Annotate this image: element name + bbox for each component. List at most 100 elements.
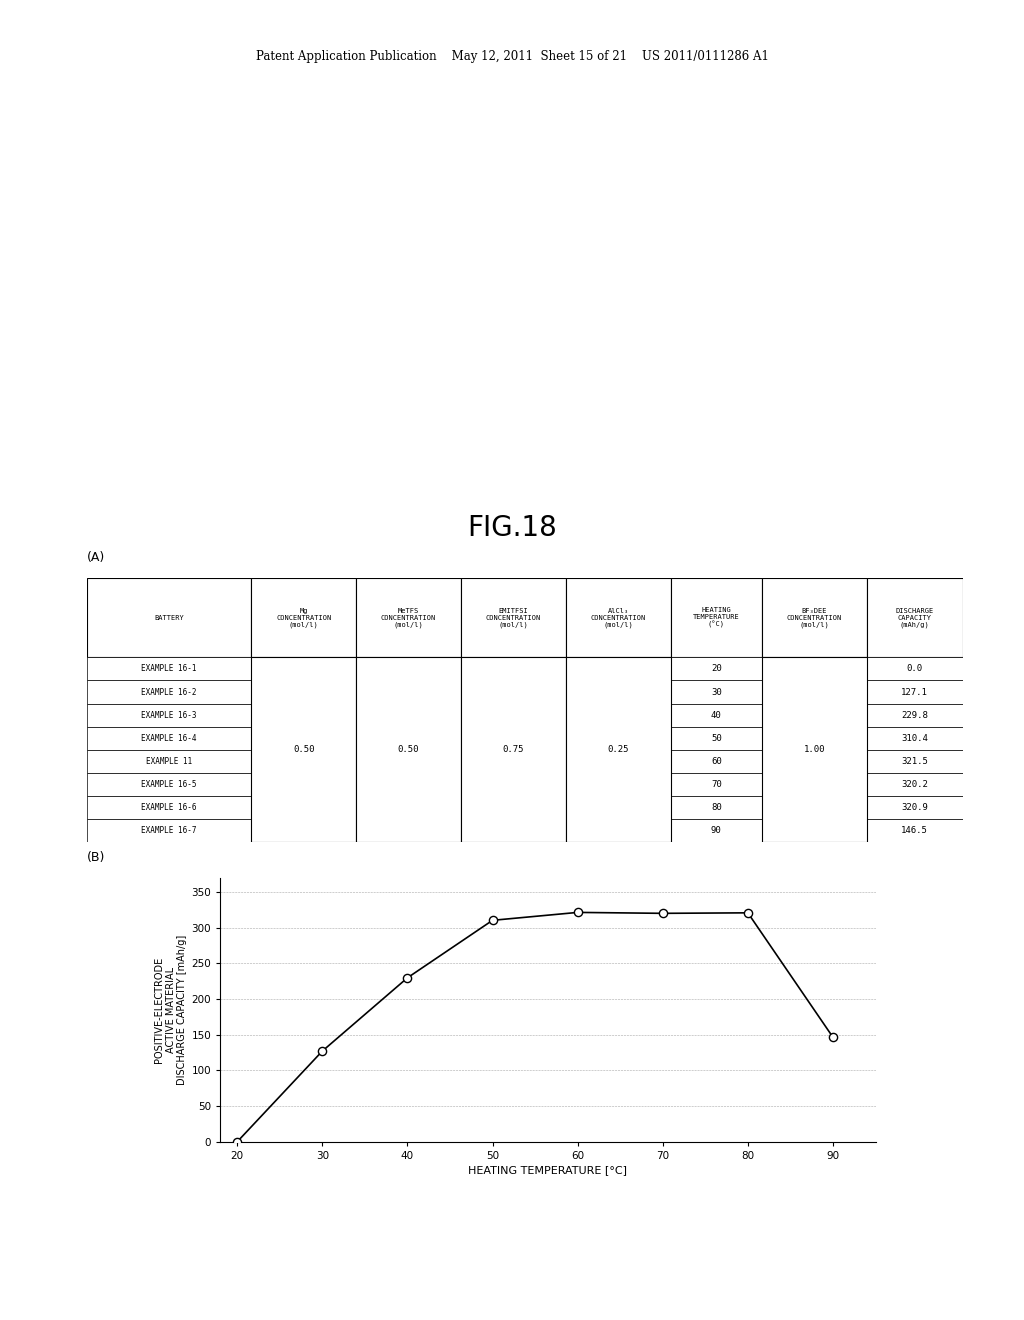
Point	[314, 1040, 331, 1061]
Text: 0.50: 0.50	[397, 746, 419, 754]
Bar	[866, 726, 963, 750]
Bar	[461, 750, 566, 774]
Bar	[251, 774, 356, 796]
Text: 320.9: 320.9	[901, 803, 928, 812]
Bar	[356, 796, 461, 818]
Text: EXAMPLE 16-6: EXAMPLE 16-6	[141, 803, 197, 812]
Text: 90: 90	[711, 826, 722, 836]
Text: Mg
CONCENTRATION
(mol/l): Mg CONCENTRATION (mol/l)	[276, 607, 332, 628]
Bar	[762, 726, 866, 750]
Text: 60: 60	[711, 756, 722, 766]
Bar	[566, 578, 671, 657]
Text: 0.75: 0.75	[503, 746, 524, 754]
Bar	[87, 578, 251, 657]
Bar	[671, 578, 762, 657]
Bar	[461, 704, 566, 726]
Bar	[566, 657, 671, 842]
Text: HEATING
TEMPERATURE
(°C): HEATING TEMPERATURE (°C)	[693, 607, 739, 628]
Text: 310.4: 310.4	[901, 734, 928, 743]
Bar	[671, 657, 762, 681]
Bar	[461, 681, 566, 704]
Bar	[866, 657, 963, 681]
Bar	[566, 704, 671, 726]
Bar	[566, 796, 671, 818]
Text: (A): (A)	[87, 550, 105, 564]
Text: AlCl₃
CONCENTRATION
(mol/l): AlCl₃ CONCENTRATION (mol/l)	[591, 607, 646, 628]
Text: 40: 40	[711, 710, 722, 719]
Point	[824, 1027, 841, 1048]
Bar	[762, 578, 866, 657]
Point	[654, 903, 671, 924]
Bar	[762, 704, 866, 726]
Bar	[671, 774, 762, 796]
Bar	[356, 657, 461, 842]
Bar	[87, 796, 251, 818]
Bar	[251, 726, 356, 750]
Text: 50: 50	[711, 734, 722, 743]
Bar	[356, 750, 461, 774]
Text: 0.50: 0.50	[293, 746, 314, 754]
X-axis label: HEATING TEMPERATURE [°C]: HEATING TEMPERATURE [°C]	[468, 1166, 628, 1175]
Text: EXAMPLE 11: EXAMPLE 11	[146, 756, 193, 766]
Text: 146.5: 146.5	[901, 826, 928, 836]
Bar	[762, 681, 866, 704]
Bar	[461, 578, 566, 657]
Bar	[762, 796, 866, 818]
Text: EXAMPLE 16-1: EXAMPLE 16-1	[141, 664, 197, 673]
Text: EMITFSI
CONCENTRATION
(mol/l): EMITFSI CONCENTRATION (mol/l)	[485, 607, 541, 628]
Bar	[356, 726, 461, 750]
Bar	[461, 657, 566, 842]
Bar	[566, 818, 671, 842]
Bar	[866, 818, 963, 842]
Bar	[566, 726, 671, 750]
Text: BATTERY: BATTERY	[155, 615, 184, 620]
Text: Patent Application Publication    May 12, 2011  Sheet 15 of 21    US 2011/011128: Patent Application Publication May 12, 2…	[256, 50, 768, 63]
Bar	[251, 657, 356, 842]
Bar	[762, 750, 866, 774]
Bar	[87, 704, 251, 726]
Bar	[251, 657, 356, 681]
Text: 30: 30	[711, 688, 722, 697]
Bar	[87, 726, 251, 750]
Bar	[461, 796, 566, 818]
Bar	[866, 704, 963, 726]
Bar	[87, 818, 251, 842]
Bar	[461, 818, 566, 842]
Bar	[251, 818, 356, 842]
Bar	[356, 774, 461, 796]
Bar	[866, 681, 963, 704]
Text: EXAMPLE 16-2: EXAMPLE 16-2	[141, 688, 197, 697]
Text: 321.5: 321.5	[901, 756, 928, 766]
Bar	[87, 774, 251, 796]
Bar	[566, 750, 671, 774]
Bar	[87, 681, 251, 704]
Bar	[566, 681, 671, 704]
Text: 0.0: 0.0	[906, 664, 923, 673]
Text: FIG.18: FIG.18	[467, 513, 557, 543]
Text: 127.1: 127.1	[901, 688, 928, 697]
Bar	[356, 578, 461, 657]
Bar	[866, 578, 963, 657]
Bar	[566, 657, 671, 681]
Bar	[87, 750, 251, 774]
Bar	[762, 657, 866, 842]
Bar	[356, 657, 461, 681]
Bar	[671, 704, 762, 726]
Text: 320.2: 320.2	[901, 780, 928, 789]
Bar	[671, 726, 762, 750]
Text: EXAMPLE 16-3: EXAMPLE 16-3	[141, 710, 197, 719]
Bar	[461, 657, 566, 681]
Bar	[671, 681, 762, 704]
Bar	[866, 796, 963, 818]
Bar	[762, 657, 866, 681]
Bar	[671, 796, 762, 818]
Text: MeTFS
CONCENTRATION
(mol/l): MeTFS CONCENTRATION (mol/l)	[381, 607, 436, 628]
Bar	[356, 681, 461, 704]
Text: 80: 80	[711, 803, 722, 812]
Bar	[671, 750, 762, 774]
Bar	[251, 704, 356, 726]
Bar	[251, 681, 356, 704]
Text: EXAMPLE 16-5: EXAMPLE 16-5	[141, 780, 197, 789]
Bar	[762, 818, 866, 842]
Bar	[461, 774, 566, 796]
